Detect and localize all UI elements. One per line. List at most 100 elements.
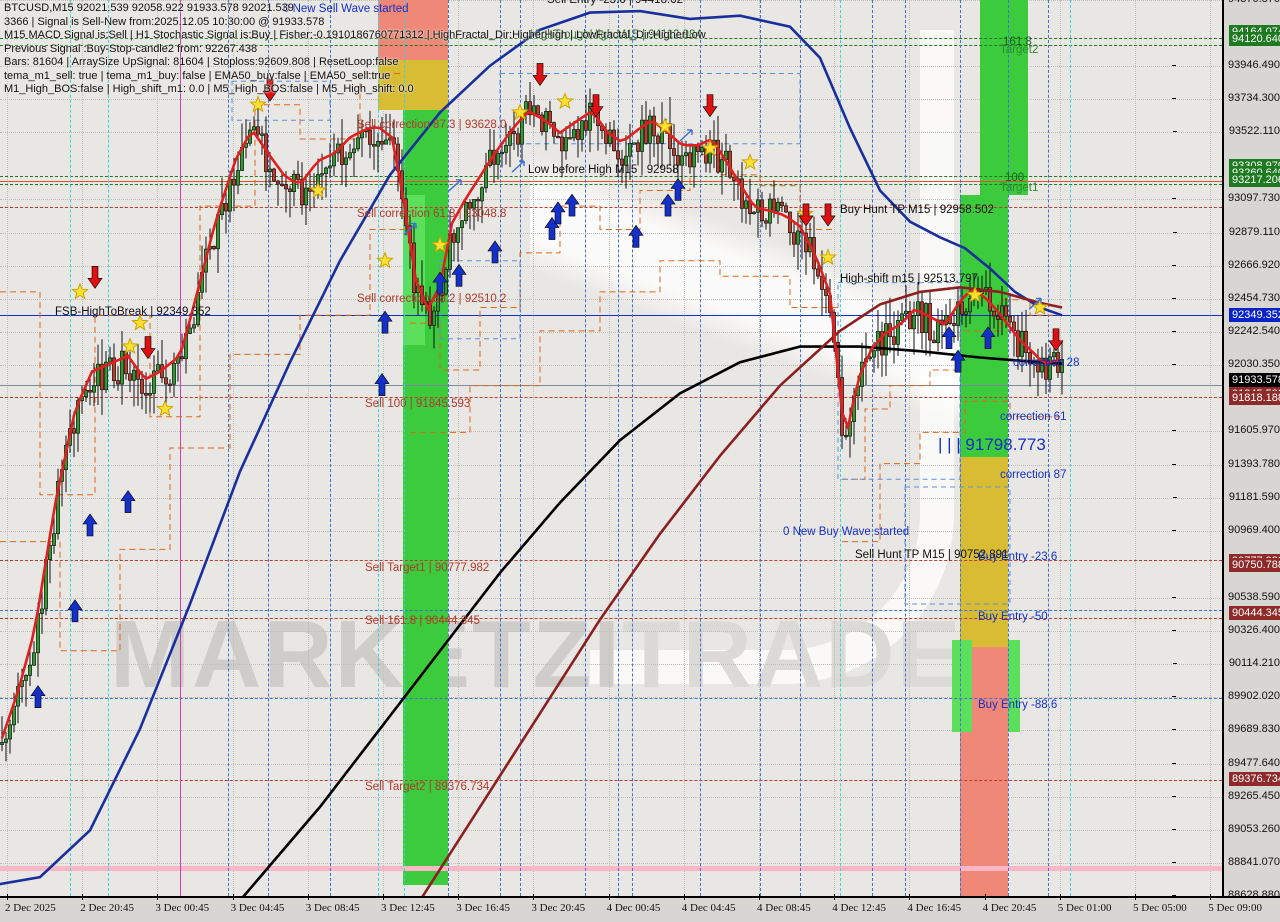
price-tick-mark bbox=[1172, 762, 1176, 764]
price-tick-mark bbox=[1172, 663, 1177, 665]
price-axis-tick: 91393.780 bbox=[1172, 458, 1280, 470]
price-tick-mark bbox=[1172, 298, 1176, 299]
annotation-sell-correction-618: Sell correction 61.8 | 93048.8 bbox=[357, 208, 507, 220]
annotation-mid-price: | | | 91798.773 bbox=[938, 435, 1046, 454]
price-tick-mark bbox=[1172, 496, 1177, 498]
price-tick-mark bbox=[1172, 364, 1176, 366]
grid-line-vertical bbox=[1210, 0, 1212, 896]
time-tick-mark bbox=[7, 894, 8, 900]
event-vertical-line bbox=[800, 0, 801, 896]
grid-line-horizontal bbox=[0, 99, 1222, 101]
grid-line-horizontal bbox=[0, 664, 1222, 666]
grid-line-vertical bbox=[1135, 0, 1136, 896]
price-tick-mark bbox=[1172, 331, 1176, 333]
price-badge[interactable]: 91818.188 bbox=[1229, 391, 1280, 406]
price-tick-mark bbox=[1172, 630, 1176, 632]
event-vertical-line bbox=[618, 0, 619, 896]
price-badge[interactable]: 91933.578 bbox=[1229, 373, 1280, 388]
level-red-sell100 bbox=[0, 397, 1222, 398]
annotation-buy-entry-50: Buy Entry -50 bbox=[978, 611, 1048, 623]
grid-line-vertical bbox=[533, 0, 535, 896]
grid-line-vertical bbox=[834, 0, 836, 896]
time-tick-mark bbox=[909, 894, 911, 900]
event-vertical-line bbox=[905, 0, 906, 896]
time-tick-mark bbox=[82, 894, 84, 900]
price-axis-tick: 93097.730 bbox=[1172, 192, 1280, 204]
price-axis-tick: 94370.870 bbox=[1228, 0, 1280, 5]
grid-line-horizontal bbox=[0, 530, 1222, 532]
time-tick-mark bbox=[984, 894, 986, 900]
level-red-1 bbox=[0, 207, 1222, 208]
time-axis-tick: 3 Dec 00:45 bbox=[155, 894, 209, 914]
annotation-sell-correction-382: Sell correction 38.2 | 92510.2 bbox=[357, 293, 507, 305]
annotation-new-sell-wave: 0 New Sell Wave started bbox=[283, 3, 409, 15]
annotation-sell-entry-236: Sell Entry -23.6 | 94418.62 bbox=[547, 0, 683, 6]
annotation-sell-target2: Sell Target2 | 89376.734 bbox=[365, 781, 490, 793]
price-badge[interactable]: 92349.352 bbox=[1229, 308, 1280, 323]
time-tick-mark bbox=[1210, 894, 1212, 900]
price-axis-tick: 93522.110 bbox=[1172, 125, 1280, 137]
annotation-target2-fib: 161.8 bbox=[1003, 36, 1032, 48]
time-axis-tick: 3 Dec 12:45 bbox=[381, 894, 435, 914]
price-axis-tick: 90969.400 bbox=[1172, 524, 1280, 536]
level-pink-bottom bbox=[0, 866, 1222, 871]
price-badge[interactable]: 93217.206 bbox=[1229, 173, 1280, 188]
level-green-4 bbox=[0, 184, 1222, 185]
price-tick-mark bbox=[1172, 861, 1176, 863]
event-vertical-line bbox=[520, 0, 521, 896]
event-vertical-line bbox=[448, 0, 449, 896]
level-grey-close bbox=[0, 385, 1222, 386]
annotation-buy-hunt-tp: Buy Hunt TP M15 | 92958.502 bbox=[840, 204, 995, 216]
price-badge[interactable]: 90444.345 bbox=[1229, 605, 1280, 620]
annotation-high-shift-m15: High-shift m15 | 92513.797 bbox=[840, 273, 978, 285]
level-orange-1 bbox=[0, 181, 1222, 182]
annotation-sell-correction-873: Sell correction 87.3 | 93628.0 bbox=[357, 119, 507, 131]
chart-plot-area[interactable]: MARKETZITRADE bbox=[0, 0, 1222, 896]
price-axis-tick: 91181.590 bbox=[1172, 491, 1280, 503]
time-axis-tick: 5 Dec 01:00 bbox=[1058, 894, 1112, 914]
price-tick-mark bbox=[1172, 430, 1176, 432]
header-line-4: Previous Signal :Buy-Stop-candle2 from: … bbox=[4, 42, 258, 55]
price-badge[interactable]: 94120.640 bbox=[1229, 32, 1280, 47]
time-axis-tick: 4 Dec 12:45 bbox=[832, 894, 886, 914]
grid-line-horizontal bbox=[0, 829, 1222, 831]
time-tick-mark bbox=[1135, 894, 1136, 900]
grid-line-horizontal bbox=[0, 232, 1222, 234]
price-tick-mark bbox=[1172, 463, 1176, 465]
event-vertical-line bbox=[840, 0, 841, 896]
grid-line-horizontal bbox=[0, 132, 1222, 134]
annotation-fsb-high-to-break: FSB-HighToBreak | 92349.352 bbox=[55, 306, 211, 318]
time-axis[interactable]: 2 Dec 2025 2 Dec 20:45 3 Dec 00:45 3 Dec 04… bbox=[0, 894, 1280, 922]
annotation-correction-87: correction 87 bbox=[1000, 469, 1067, 481]
grid-line-horizontal bbox=[0, 0, 1222, 1]
price-tick-mark bbox=[1172, 65, 1176, 67]
grid-line-vertical bbox=[157, 0, 159, 896]
price-axis-tick: 92030.350 bbox=[1172, 358, 1280, 370]
annotation-sell-1618: Sell 161.8 | 90444.345 bbox=[365, 615, 480, 627]
grid-line-vertical bbox=[909, 0, 911, 896]
event-vertical-line bbox=[108, 0, 109, 896]
price-tick-mark bbox=[1172, 264, 1176, 266]
event-vertical-line bbox=[760, 0, 761, 896]
event-vertical-line bbox=[268, 0, 269, 896]
grid-line-vertical bbox=[82, 0, 84, 896]
event-vertical-line bbox=[1048, 0, 1049, 896]
price-axis-tick: 89902.020 bbox=[1172, 690, 1280, 702]
annotation-buy-entry-236: Buy Entry -23.6 bbox=[978, 551, 1058, 563]
time-tick-mark bbox=[458, 894, 460, 900]
event-vertical-line bbox=[632, 0, 633, 896]
price-axis-tick: 92666.920 bbox=[1172, 259, 1280, 271]
time-tick-mark bbox=[683, 894, 685, 900]
price-badge[interactable]: 90750.788 bbox=[1229, 557, 1280, 572]
price-axis-tick: 89053.260 bbox=[1172, 823, 1280, 835]
time-tick-mark bbox=[608, 894, 610, 900]
grid-line-horizontal bbox=[0, 431, 1222, 433]
price-badge[interactable]: 89376.734 bbox=[1229, 772, 1280, 787]
event-vertical-line bbox=[378, 0, 379, 896]
price-axis-tick: 93734.300 bbox=[1172, 92, 1280, 104]
time-axis-tick: 3 Dec 08:45 bbox=[306, 894, 360, 914]
annotation-target2: Target2 bbox=[1000, 44, 1039, 56]
zone-green-right-top bbox=[980, 0, 1028, 195]
price-axis[interactable]: 94370.870 93946.490 93734.300 93522.110 9309… bbox=[1172, 0, 1280, 901]
